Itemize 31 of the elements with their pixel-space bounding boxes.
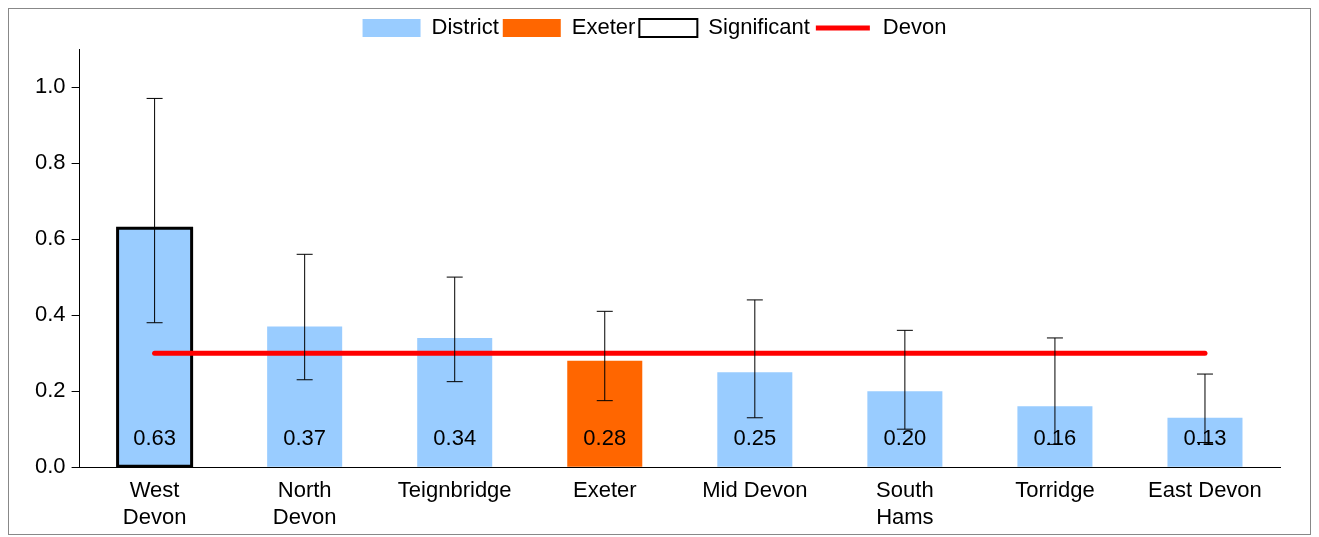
y-tick-label: 0.8 xyxy=(34,149,66,175)
data-label: 0.37 xyxy=(283,425,327,451)
x-tick-label: Exeter xyxy=(572,477,637,503)
data-label: 0.63 xyxy=(133,425,177,451)
y-tick-label: 0.2 xyxy=(34,377,66,403)
y-tick-label: 1.0 xyxy=(34,73,66,99)
legend-label: District xyxy=(431,14,499,40)
bar xyxy=(867,391,943,467)
x-tick-label: Torridge xyxy=(1015,477,1095,503)
data-label: 0.13 xyxy=(1183,425,1227,451)
x-tick-label: West Devon xyxy=(122,477,187,529)
data-label: 0.25 xyxy=(733,425,777,451)
x-tick-label: Mid Devon xyxy=(702,477,808,503)
bar xyxy=(417,337,493,467)
data-label: 0.20 xyxy=(883,425,927,451)
x-tick-label: Teignbridge xyxy=(397,477,512,503)
bar xyxy=(717,372,793,467)
data-label: 0.28 xyxy=(583,425,627,451)
bar xyxy=(567,360,643,467)
x-tick-label: South Hams xyxy=(876,477,934,529)
y-tick-label: 0.6 xyxy=(34,225,66,251)
x-tick-label: East Devon xyxy=(1148,477,1262,503)
bar xyxy=(267,326,343,467)
legend-label: Significant xyxy=(708,14,810,40)
y-tick-label: 0.4 xyxy=(34,301,66,327)
legend-label: Exeter xyxy=(571,14,636,40)
y-tick-label: 0.0 xyxy=(34,453,66,479)
legend-label: Devon xyxy=(882,14,947,40)
data-label: 0.34 xyxy=(433,425,477,451)
x-tick-label: North Devon xyxy=(272,477,337,529)
bar xyxy=(1167,417,1243,467)
